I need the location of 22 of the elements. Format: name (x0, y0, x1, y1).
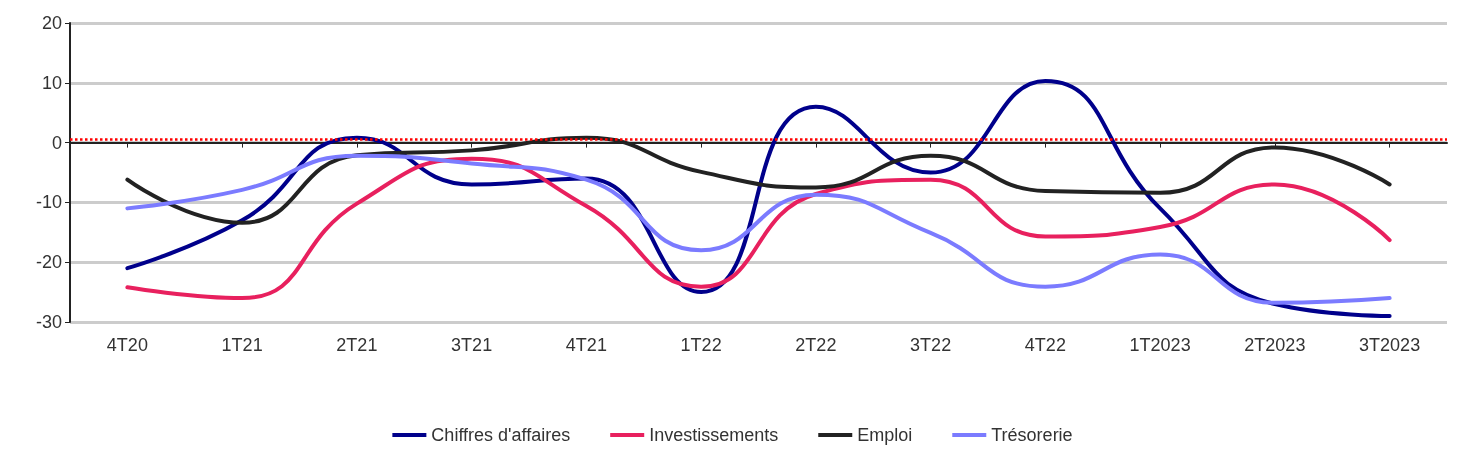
y-tick-label: -20 (35, 252, 62, 273)
x-tick-label: 3T21 (451, 335, 493, 355)
y-tick-label: -30 (35, 312, 62, 332)
legend-label: Emploi (857, 425, 913, 445)
y-tick-label: 20 (41, 13, 62, 33)
legend-label: Trésorerie (991, 425, 1073, 445)
legend-label: Chiffres d'affaires (431, 425, 571, 445)
x-tick-label: 4T20 (106, 335, 148, 355)
legend-label: Investissements (649, 425, 779, 445)
x-tick-label: 3T22 (910, 335, 952, 355)
x-tick-label: 2T22 (795, 335, 837, 355)
x-tick-label: 1T21 (221, 335, 263, 355)
x-tick-label: 2T21 (336, 335, 378, 355)
x-tick-label: 3T2023 (1359, 335, 1421, 355)
x-tick-label: 4T21 (565, 335, 607, 355)
y-tick-label: -10 (35, 192, 62, 213)
x-tick-label: 1T2023 (1129, 335, 1191, 355)
x-tick-label: 2T2023 (1244, 335, 1306, 355)
y-tick-label: 10 (41, 72, 62, 93)
y-tick-label: 0 (51, 132, 62, 153)
x-tick-label: 1T22 (680, 335, 722, 355)
x-tick-label: 4T22 (1024, 335, 1066, 355)
